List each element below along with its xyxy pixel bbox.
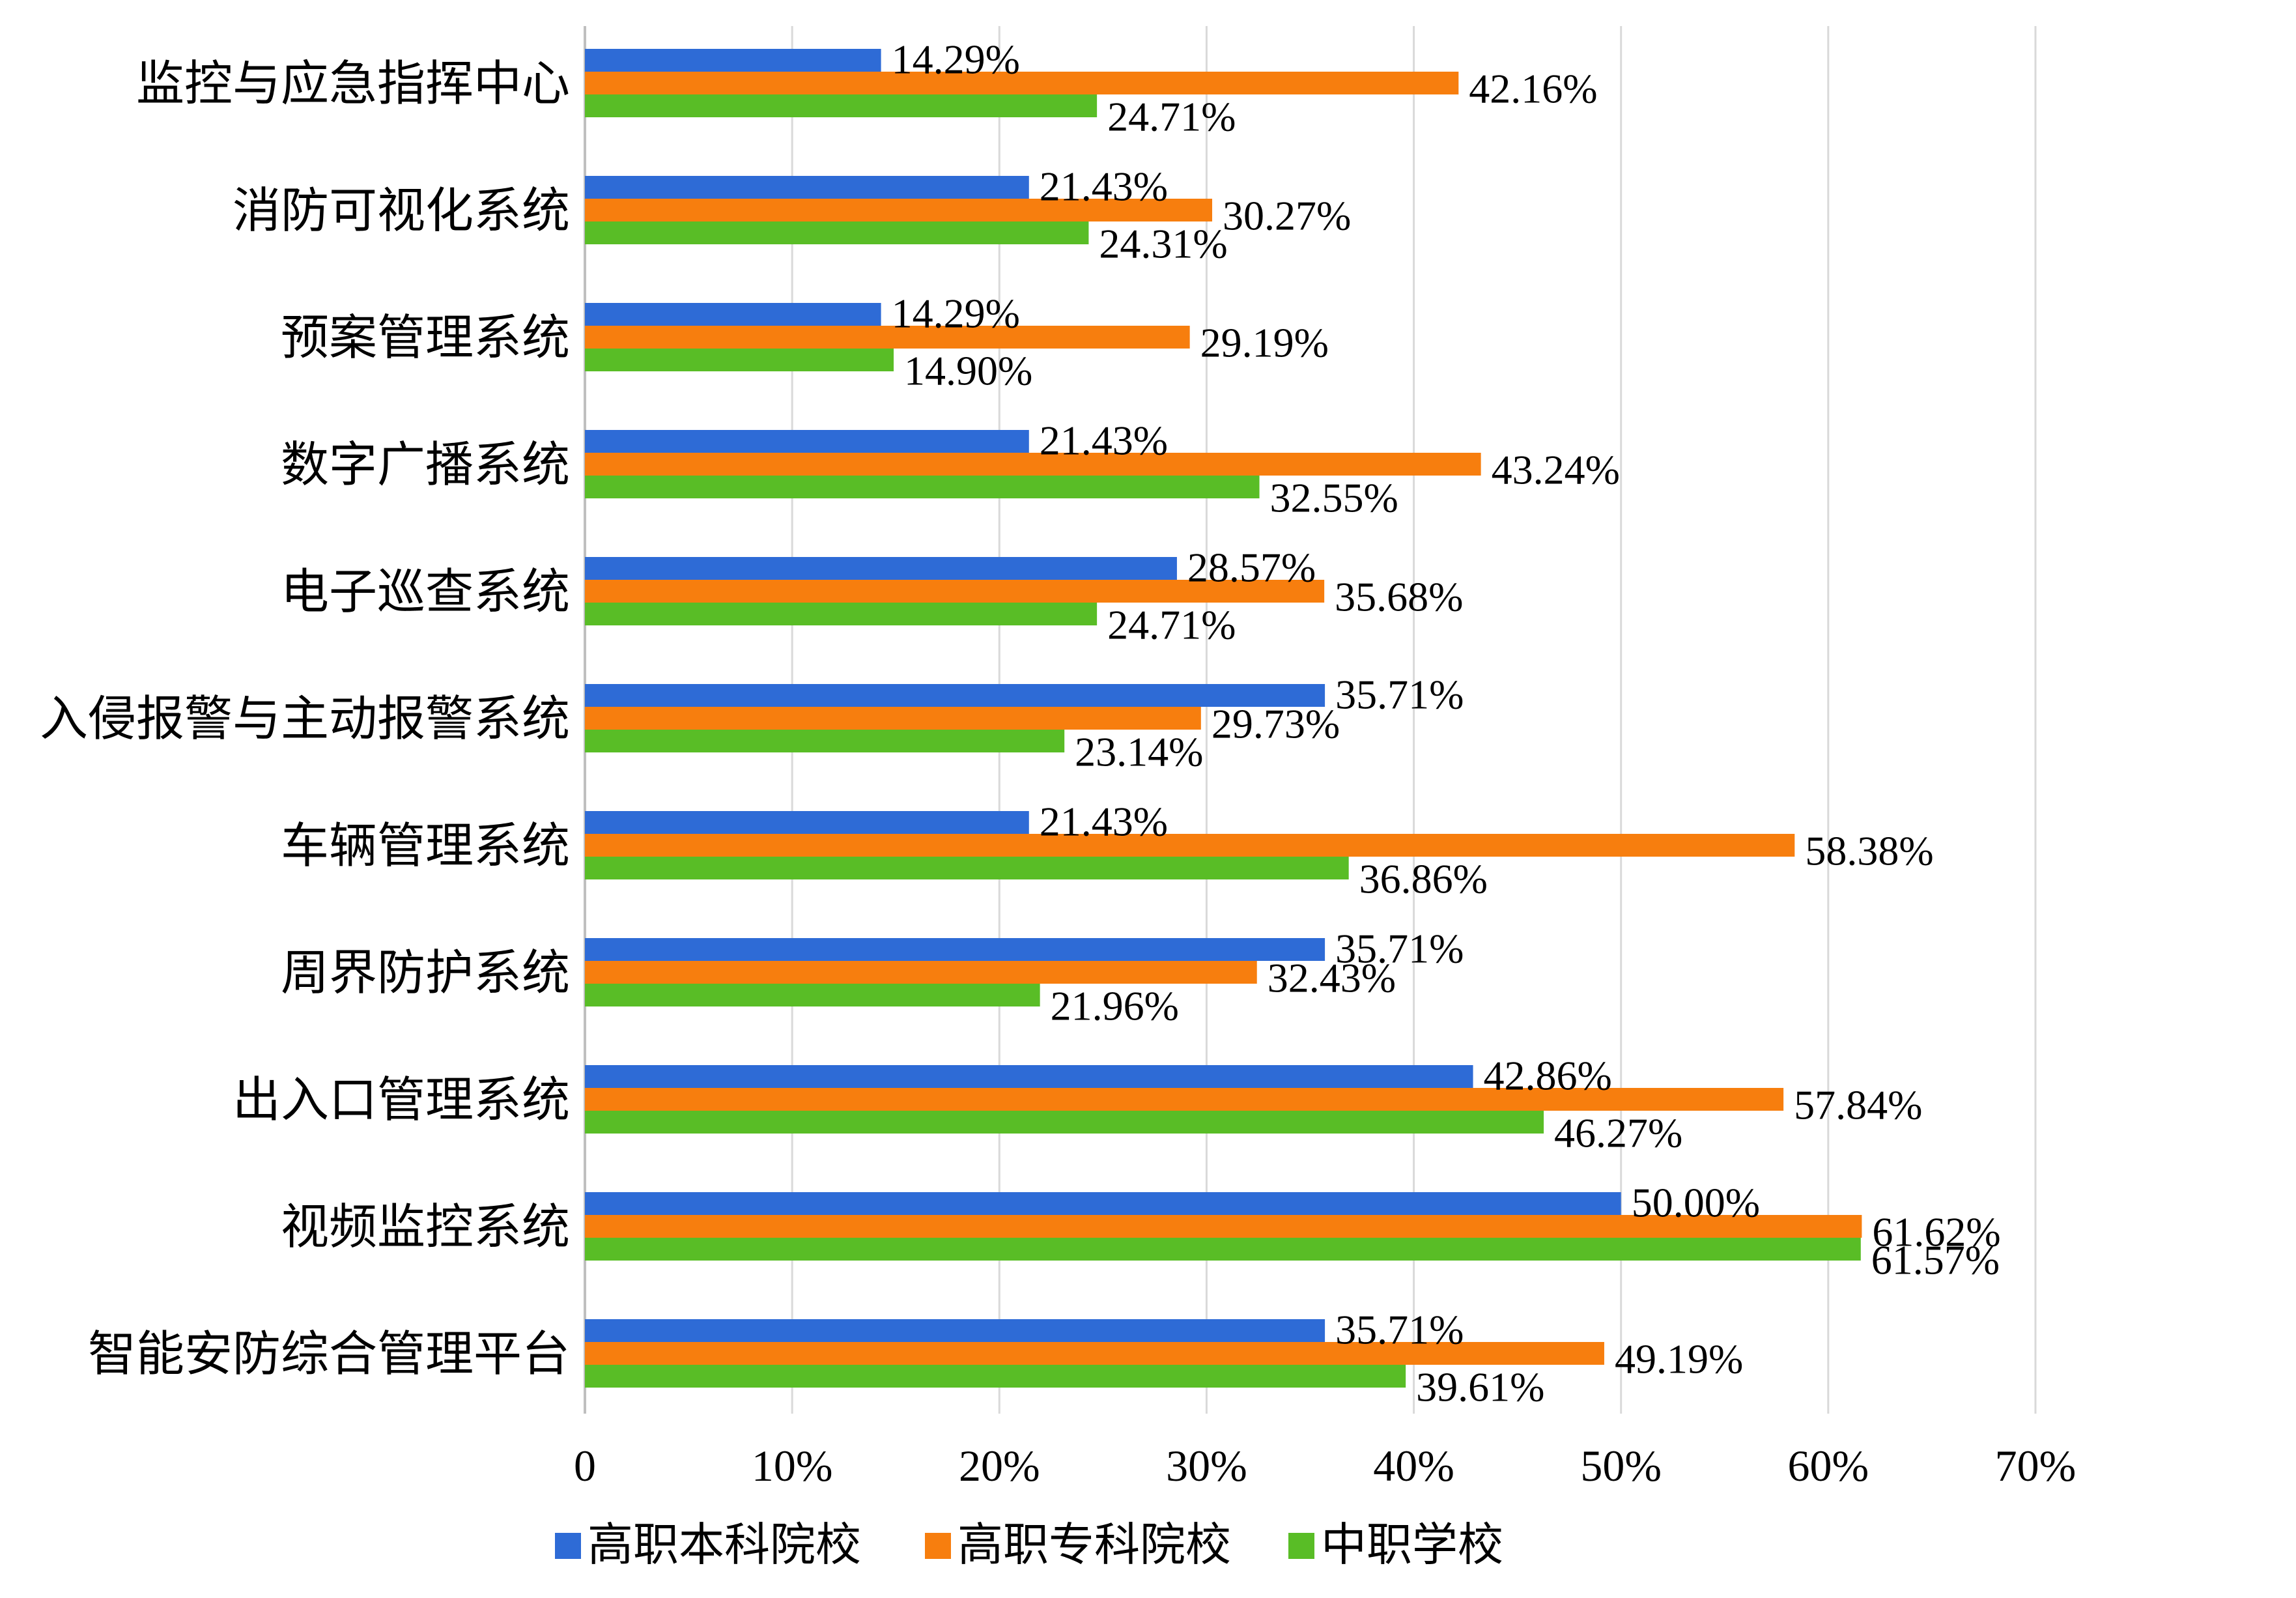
category-label: 监控与应急指挥中心	[136, 56, 570, 112]
category-label: 周界防护系统	[281, 945, 570, 1001]
x-tick-label: 20%	[959, 1441, 1040, 1491]
bar	[585, 72, 1459, 94]
bar	[585, 1365, 1406, 1388]
category-label: 消防可视化系统	[233, 183, 570, 239]
x-tick-label: 10%	[752, 1441, 833, 1491]
bar	[585, 834, 1795, 857]
data-label: 24.71%	[1107, 602, 1236, 648]
gridlines	[584, 26, 2037, 1414]
category-label: 入侵报警与主动报警系统	[40, 691, 570, 747]
legend-swatch	[555, 1533, 581, 1559]
bar	[585, 1111, 1544, 1134]
data-label: 14.29%	[892, 291, 1020, 337]
data-label: 21.96%	[1051, 983, 1179, 1029]
bar	[585, 961, 1257, 984]
data-label: 21.43%	[1040, 799, 1168, 845]
bar	[585, 1088, 1784, 1111]
legend-swatch	[1288, 1533, 1314, 1559]
bar	[585, 684, 1325, 707]
category-label: 车辆管理系统	[281, 818, 570, 874]
x-axis-ticks: 0 10% 20% 30% 40% 50% 60% 70%	[574, 1441, 2076, 1491]
bar	[585, 1215, 1862, 1238]
bar	[585, 453, 1481, 476]
category-label: 视频监控系统	[281, 1199, 570, 1255]
value-labels: 14.29% 42.16% 24.71% 21.43% 30.27%24.31% 14.2…	[892, 36, 2001, 1410]
bar	[585, 557, 1177, 580]
data-label: 14.90%	[904, 348, 1032, 394]
legend-label: 高职专科院校	[957, 1518, 1231, 1571]
data-label: 29.73%	[1212, 701, 1340, 747]
x-tick-label: 60%	[1788, 1441, 1869, 1491]
x-tick-label: 50%	[1580, 1441, 1662, 1491]
x-tick-label: 70%	[1995, 1441, 2076, 1491]
legend-label: 高职本科院校	[588, 1518, 861, 1571]
category-label: 数字广播系统	[281, 437, 570, 493]
legend: 高职本科院校 高职专科院校 中职学校	[555, 1518, 1503, 1571]
bar	[585, 1319, 1325, 1342]
data-label: 21.43%	[1040, 418, 1168, 464]
bar	[585, 857, 1349, 879]
data-label: 23.14%	[1075, 729, 1203, 775]
data-label: 43.24%	[1492, 447, 1620, 493]
data-label: 42.16%	[1469, 66, 1597, 112]
data-label: 49.19%	[1615, 1336, 1743, 1382]
bar	[585, 221, 1089, 244]
bar	[585, 176, 1029, 199]
data-label: 39.61%	[1416, 1364, 1544, 1410]
bar	[585, 349, 894, 371]
data-label: 35.68%	[1335, 574, 1463, 620]
category-label: 电子巡查系统	[281, 564, 570, 620]
data-label: 46.27%	[1554, 1110, 1682, 1156]
category-label: 预案管理系统	[281, 310, 570, 366]
legend-swatch	[925, 1533, 951, 1559]
data-label: 29.19%	[1200, 320, 1329, 366]
x-tick-label: 0	[574, 1441, 596, 1491]
data-label: 61.57%	[1871, 1237, 2000, 1283]
data-label: 32.55%	[1270, 475, 1398, 521]
bar	[585, 730, 1065, 752]
bar	[585, 984, 1040, 1006]
bar	[585, 603, 1098, 625]
bar	[585, 430, 1029, 453]
bar	[585, 707, 1201, 730]
data-label: 35.71%	[1335, 672, 1464, 718]
data-label: 30.27%	[1223, 193, 1351, 239]
bar	[585, 1342, 1604, 1365]
data-label: 24.31%	[1099, 221, 1227, 267]
bar	[585, 1238, 1861, 1261]
bar	[585, 580, 1325, 603]
bar	[585, 811, 1029, 834]
data-label: 35.71%	[1335, 1307, 1464, 1353]
bar	[585, 476, 1260, 498]
data-label: 24.71%	[1107, 94, 1236, 140]
data-label: 21.43%	[1040, 164, 1168, 210]
x-tick-label: 40%	[1373, 1441, 1454, 1491]
data-label: 28.57%	[1187, 545, 1316, 591]
legend-label: 中职学校	[1321, 1518, 1503, 1571]
bar	[585, 326, 1190, 349]
data-label: 42.86%	[1484, 1053, 1612, 1099]
bar	[585, 303, 881, 326]
data-label: 61.62%	[1872, 1209, 2000, 1255]
data-label: 57.84%	[1794, 1082, 1922, 1128]
category-labels: 监控与应急指挥中心消防可视化系统预案管理系统数字广播系统电子巡查系统入侵报警与主…	[40, 56, 570, 1382]
data-label: 50.00%	[1632, 1180, 1760, 1226]
bar	[585, 938, 1325, 961]
bar	[585, 1065, 1473, 1088]
category-label: 出入口管理系统	[233, 1072, 570, 1128]
data-label: 36.86%	[1359, 856, 1488, 902]
data-label: 14.29%	[892, 36, 1020, 83]
data-label: 32.43%	[1268, 955, 1396, 1001]
data-label: 35.71%	[1335, 926, 1464, 972]
bar	[585, 199, 1213, 221]
category-label: 智能安防综合管理平台	[88, 1326, 570, 1382]
bar	[585, 1192, 1621, 1215]
data-label: 58.38%	[1805, 828, 1933, 874]
bar	[585, 94, 1098, 117]
x-tick-label: 30%	[1166, 1441, 1247, 1491]
bar	[585, 49, 881, 72]
bars	[585, 49, 1862, 1388]
